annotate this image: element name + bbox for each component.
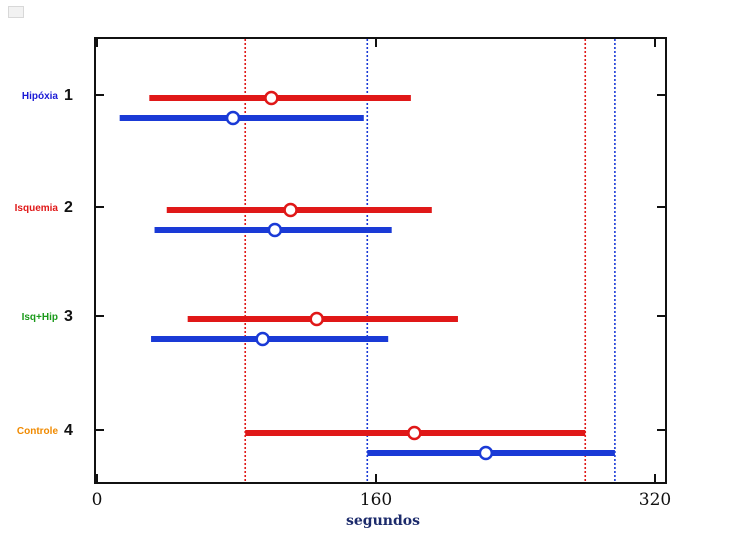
x-tick-label-0: 0 xyxy=(92,490,103,510)
category-label-1: Hipóxia xyxy=(22,91,59,102)
category-label-4: Controle xyxy=(17,426,59,437)
center-marker-s1-4 xyxy=(407,425,422,441)
center-marker-s1-2 xyxy=(283,202,298,218)
center-marker-s2-4 xyxy=(478,445,494,461)
plot-frame xyxy=(94,37,667,484)
category-label-3: Isq+Hip xyxy=(22,312,58,323)
center-marker-s2-3 xyxy=(255,331,270,347)
y-tick-label-4: 4 xyxy=(64,422,73,439)
x-tick-label-160: 160 xyxy=(360,490,392,510)
y-tick-label-3: 3 xyxy=(64,308,73,325)
x-tick-label-320: 320 xyxy=(639,490,671,510)
y-tick-label-1: 1 xyxy=(64,87,73,104)
center-marker-s2-2 xyxy=(267,222,283,238)
x-axis-title: segundos xyxy=(346,513,420,529)
center-marker-s2-1 xyxy=(225,110,241,126)
center-marker-s1-1 xyxy=(264,90,279,106)
category-label-2: Isquemia xyxy=(15,203,59,214)
y-tick-label-2: 2 xyxy=(64,199,73,216)
center-marker-s1-3 xyxy=(309,311,324,327)
window-corner-icon xyxy=(8,6,24,18)
